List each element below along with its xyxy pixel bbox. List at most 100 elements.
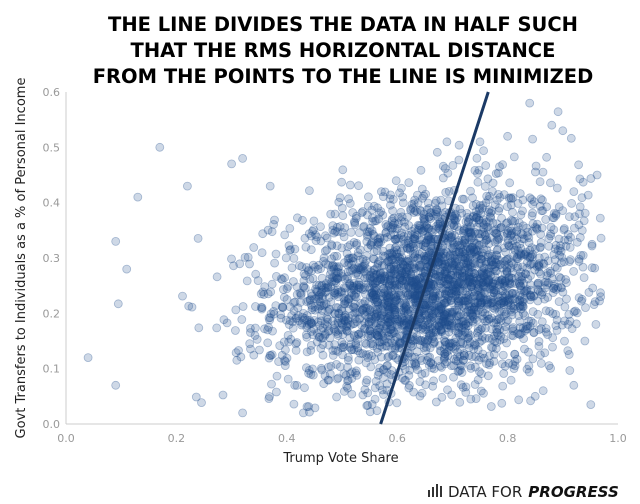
scatter-point (344, 294, 354, 304)
scatter-point (427, 310, 437, 320)
scatter-point (245, 323, 255, 333)
scatter-point (382, 361, 392, 371)
scatter-point (477, 229, 487, 239)
scatter-point (385, 311, 395, 321)
scatter-point (379, 276, 389, 286)
scatter-point (453, 310, 463, 320)
scatter-point (424, 250, 434, 260)
scatter-point (390, 243, 400, 253)
scatter-point (322, 245, 332, 255)
scatter-point (473, 306, 483, 316)
scatter-point (490, 228, 500, 238)
scatter-point (404, 383, 414, 393)
scatter-point (410, 352, 420, 362)
scatter-point (395, 298, 405, 307)
scatter-point (386, 248, 396, 258)
scatter-point (387, 224, 397, 234)
scatter-point (405, 365, 415, 375)
scatter-point (288, 317, 298, 327)
scatter-point (540, 348, 550, 358)
scatter-point (370, 283, 379, 293)
scatter-point (557, 320, 567, 330)
scatter-point (353, 270, 363, 280)
scatter-point (433, 212, 443, 222)
scatter-point (372, 246, 382, 256)
scatter-point (257, 303, 267, 313)
scatter-point (430, 293, 440, 303)
scatter-point (466, 243, 476, 253)
scatter-point (518, 221, 528, 231)
scatter-point (439, 276, 449, 286)
scatter-point (323, 260, 333, 270)
y-tick-labels: 0.00.10.20.30.40.50.6 (43, 86, 61, 431)
scatter-point (509, 243, 518, 253)
scatter-point (513, 222, 523, 232)
scatter-point (506, 263, 516, 273)
scatter-point (413, 253, 423, 263)
scatter-point (392, 264, 402, 274)
scatter-point (443, 168, 453, 178)
scatter-point (424, 330, 434, 339)
scatter-point (412, 207, 422, 217)
scatter-point (380, 287, 390, 297)
scatter-point (344, 295, 353, 305)
scatter-point (300, 383, 309, 393)
scatter-point (528, 307, 538, 317)
scatter-point (578, 262, 588, 272)
scatter-point (450, 344, 459, 354)
scatter-point (432, 207, 442, 217)
scatter-point (575, 174, 585, 184)
scatter-point (367, 205, 377, 215)
scatter-point (438, 272, 448, 282)
scatter-point (502, 266, 512, 276)
scatter-point (500, 293, 510, 303)
scatter-point (470, 261, 480, 271)
scatter-point (380, 272, 390, 282)
scatter-point (308, 330, 318, 340)
scatter-point (536, 350, 545, 360)
scatter-point (508, 360, 518, 370)
scatter-point (442, 286, 452, 296)
scatter-point (347, 373, 357, 383)
scatter-point (466, 363, 476, 373)
scatter-point (444, 264, 454, 274)
scatter-point (454, 366, 464, 376)
y-axis-label: Govt Transfers to Individuals as a % of … (14, 78, 29, 439)
scatter-point (316, 325, 326, 335)
scatter-point (390, 276, 400, 286)
scatter-point (269, 309, 279, 319)
scatter-point (521, 247, 531, 257)
scatter-point (330, 325, 340, 335)
scatter-point (433, 219, 443, 229)
scatter-point (428, 332, 438, 341)
scatter-point (555, 250, 564, 260)
scatter-point (522, 263, 532, 273)
scatter-point (337, 313, 347, 323)
scatter-point (285, 316, 295, 326)
scatter-point (442, 279, 452, 289)
scatter-point (535, 177, 545, 187)
scatter-point (540, 294, 549, 304)
scatter-point (350, 308, 360, 318)
scatter-point (322, 313, 332, 323)
scatter-point (83, 353, 93, 363)
scatter-point (544, 241, 554, 251)
scatter-point (421, 255, 431, 264)
scatter-point (487, 257, 497, 267)
scatter-point (442, 297, 452, 307)
scatter-point (376, 275, 386, 285)
scatter-point (468, 312, 478, 322)
scatter-point (389, 247, 399, 257)
scatter-point (451, 209, 461, 219)
scatter-point (318, 323, 328, 333)
scatter-point (431, 296, 441, 306)
scatter-point (321, 259, 331, 269)
scatter-point (363, 353, 373, 363)
scatter-point (347, 281, 357, 291)
scatter-point (443, 236, 453, 246)
scatter-point (323, 375, 333, 385)
scatter-point (478, 314, 488, 324)
scatter-point (409, 243, 419, 253)
scatter-point (397, 373, 407, 383)
scatter-point (425, 343, 435, 353)
